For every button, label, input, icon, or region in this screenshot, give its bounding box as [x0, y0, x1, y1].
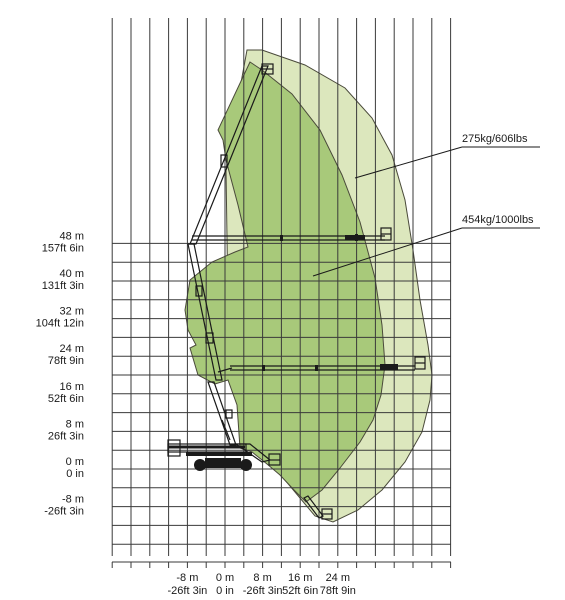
y-tick-label-ft: 104ft 12in [36, 318, 84, 330]
y-tick-label-ft: 157ft 6in [42, 242, 84, 254]
x-tick-label-m: -8 m [176, 572, 198, 584]
x-tick-label-m: 8 m [253, 572, 271, 584]
y-tick-label-ft: 78ft 9in [48, 355, 84, 367]
x-tick-label-ft: -26ft 3in [168, 585, 208, 597]
x-tick-label-m: 16 m [288, 572, 312, 584]
y-tick-label-m: 24 m [60, 343, 84, 355]
legend-leader-outer [354, 146, 463, 179]
x-tick-label-ft: 52ft 6in [282, 585, 318, 597]
y-tick-label-m: -8 m [62, 494, 84, 506]
legend-inner-capacity: 454kg/1000lbs [462, 214, 534, 226]
x-tick-label-ft: 0 in [216, 585, 234, 597]
y-tick-label-ft: 52ft 6in [48, 393, 84, 405]
y-tick-label-m: 16 m [60, 381, 84, 393]
y-tick-label-m: 32 m [60, 306, 84, 318]
x-tick-label-ft: -26ft 3in [243, 585, 283, 597]
y-tick-label-m: 48 m [60, 230, 84, 242]
boom-lift-illustration [167, 63, 426, 520]
x-tick-label-ft: 78ft 9in [320, 585, 356, 597]
x-tick-label-m: 24 m [326, 572, 350, 584]
legend-outer-capacity: 275kg/606lbs [462, 133, 528, 145]
y-tick-label-ft: 131ft 3in [42, 280, 84, 292]
y-tick-label-ft: 26ft 3in [48, 430, 84, 442]
y-tick-label-m: 40 m [60, 268, 84, 280]
y-tick-label-ft: -26ft 3in [44, 506, 84, 518]
chart-grid [111, 18, 452, 568]
x-tick-label-m: 0 m [216, 572, 234, 584]
y-tick-label-ft: 0 in [66, 468, 84, 480]
y-tick-label-m: 8 m [66, 418, 84, 430]
legend-leader-inner [312, 227, 463, 277]
y-tick-label-m: 0 m [66, 456, 84, 468]
